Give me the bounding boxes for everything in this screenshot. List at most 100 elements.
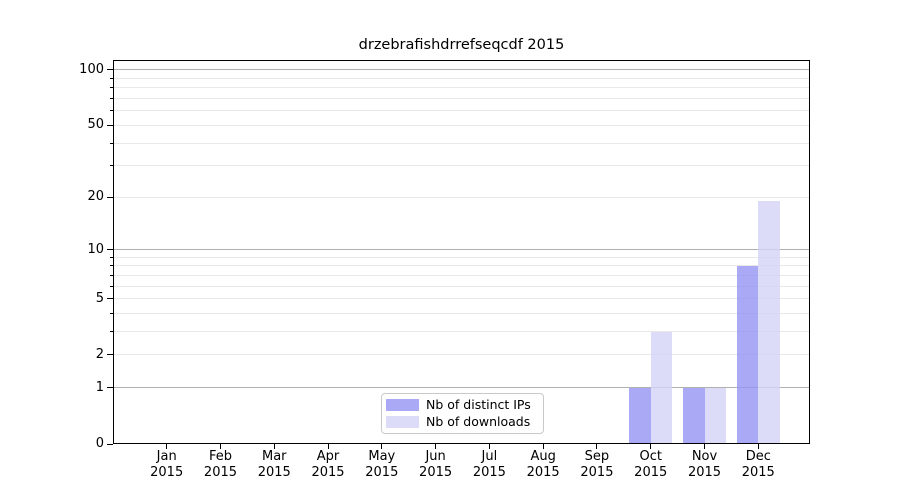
y-minortick-3 bbox=[110, 331, 113, 333]
gridline-y-70 bbox=[113, 98, 810, 100]
x-label-year-jul: 2015 bbox=[472, 464, 506, 480]
x-label-month-jan: Jan bbox=[156, 449, 177, 464]
y-tick-50 bbox=[107, 124, 113, 126]
x-tick-oct bbox=[650, 444, 652, 449]
x-label-month-mar: Mar bbox=[261, 449, 287, 464]
y-tick-1 bbox=[107, 387, 113, 389]
x-tick-jul bbox=[488, 444, 490, 449]
legend-label-distinct-ips: Nb of distinct IPs bbox=[426, 397, 531, 413]
gridline-y-10 bbox=[113, 249, 810, 251]
x-label-month-sep: Sep bbox=[584, 449, 610, 464]
y-tick-label-1: 1 bbox=[95, 379, 104, 395]
x-tick-feb bbox=[219, 444, 221, 449]
y-tick-2 bbox=[107, 354, 113, 356]
legend-swatch-downloads bbox=[386, 415, 419, 428]
gridline-y-6 bbox=[113, 285, 810, 287]
bar-oct-nb-of-downloads bbox=[650, 331, 673, 444]
bar-dec-nb-of-distinct-ips bbox=[736, 265, 759, 444]
y-minortick-8 bbox=[110, 265, 113, 267]
gridline-y-90 bbox=[113, 77, 810, 79]
gridline-y-50 bbox=[113, 124, 810, 126]
y-minortick-6 bbox=[110, 285, 113, 287]
x-label-month-jun: Jun bbox=[425, 449, 446, 464]
x-tick-dec bbox=[757, 444, 759, 449]
x-label-month-jul: Jul bbox=[481, 449, 498, 464]
y-minortick-9 bbox=[110, 256, 113, 258]
x-tick-may bbox=[381, 444, 383, 449]
x-label-year-feb: 2015 bbox=[203, 464, 238, 480]
bar-nov-nb-of-downloads bbox=[704, 387, 726, 444]
gridline-y-1 bbox=[113, 387, 810, 389]
x-label-year-jan: 2015 bbox=[150, 464, 184, 480]
gridline-y-40 bbox=[113, 142, 810, 144]
y-minortick-80 bbox=[110, 87, 113, 89]
y-minortick-40 bbox=[110, 142, 113, 144]
x-label-year-nov: 2015 bbox=[687, 464, 722, 480]
x-tick-label-may: May 2015 bbox=[350, 449, 414, 480]
x-label-year-dec: 2015 bbox=[741, 464, 775, 480]
bar-dec-nb-of-downloads bbox=[758, 201, 780, 444]
x-tick-mar bbox=[273, 444, 275, 449]
x-label-year-jun: 2015 bbox=[419, 464, 453, 480]
y-minortick-60 bbox=[110, 110, 113, 112]
gridline-y-9 bbox=[113, 256, 810, 258]
y-minortick-90 bbox=[110, 77, 113, 79]
x-label-month-aug: Aug bbox=[530, 449, 556, 464]
x-tick-jan bbox=[166, 444, 168, 449]
y-tick-label-50: 50 bbox=[87, 117, 104, 133]
x-label-year-apr: 2015 bbox=[311, 464, 345, 480]
x-label-year-may: 2015 bbox=[365, 464, 399, 480]
x-label-year-oct: 2015 bbox=[634, 464, 668, 480]
y-tick-0 bbox=[107, 443, 113, 445]
x-tick-label-mar: Mar 2015 bbox=[242, 449, 306, 480]
x-label-year-sep: 2015 bbox=[580, 464, 614, 480]
x-tick-label-jul: Jul 2015 bbox=[457, 449, 521, 480]
gridline-y-8 bbox=[113, 265, 810, 267]
y-tick-label-20: 20 bbox=[87, 189, 104, 205]
legend-label-downloads: Nb of downloads bbox=[426, 413, 531, 429]
y-minortick-70 bbox=[110, 98, 113, 100]
y-tick-10 bbox=[107, 249, 113, 251]
x-tick-label-dec: Dec 2015 bbox=[726, 449, 790, 480]
gridline-y-2 bbox=[113, 354, 810, 356]
x-tick-jun bbox=[435, 444, 437, 449]
x-tick-nov bbox=[704, 444, 705, 449]
gridline-y-7 bbox=[113, 274, 810, 276]
legend: Nb of distinct IPs Nb of downloads bbox=[381, 393, 544, 434]
x-label-month-apr: Apr bbox=[316, 449, 340, 464]
x-tick-label-oct: Oct 2015 bbox=[619, 449, 683, 480]
y-tick-label-2: 2 bbox=[95, 346, 104, 362]
x-tick-label-jan: Jan 2015 bbox=[135, 449, 199, 480]
x-tick-label-feb: Feb 2015 bbox=[188, 449, 252, 480]
y-minortick-4 bbox=[110, 313, 113, 315]
x-label-year-mar: 2015 bbox=[257, 464, 291, 480]
x-tick-label-jun: Jun 2015 bbox=[404, 449, 468, 480]
gridline-y-3 bbox=[113, 331, 810, 333]
y-tick-label-5: 5 bbox=[95, 290, 104, 306]
bar-nov-nb-of-distinct-ips bbox=[683, 387, 705, 444]
y-tick-label-100: 100 bbox=[79, 61, 104, 77]
y-tick-label-10: 10 bbox=[87, 241, 104, 257]
y-tick-label-0: 0 bbox=[95, 436, 104, 451]
x-label-month-may: May bbox=[368, 449, 396, 464]
y-tick-100 bbox=[107, 69, 113, 71]
x-label-month-nov: Nov bbox=[691, 449, 718, 464]
x-tick-aug bbox=[542, 444, 544, 449]
y-minortick-30 bbox=[110, 165, 113, 167]
legend-row-distinct-ips: Nb of distinct IPs bbox=[386, 398, 539, 412]
x-tick-sep bbox=[596, 444, 598, 449]
x-tick-apr bbox=[327, 444, 329, 449]
y-tick-5 bbox=[107, 298, 113, 300]
x-tick-label-nov: Nov 2015 bbox=[673, 449, 737, 480]
x-tick-label-aug: Aug 2015 bbox=[511, 449, 575, 480]
x-label-month-dec: Dec bbox=[745, 449, 771, 464]
plot-area bbox=[113, 60, 810, 444]
x-label-month-oct: Oct bbox=[639, 449, 662, 464]
gridline-y-20 bbox=[113, 196, 810, 198]
gridline-y-30 bbox=[113, 165, 810, 167]
gridline-y-80 bbox=[113, 87, 810, 89]
gridline-y-4 bbox=[113, 313, 810, 315]
y-minortick-7 bbox=[110, 274, 113, 276]
x-label-year-aug: 2015 bbox=[526, 464, 560, 480]
